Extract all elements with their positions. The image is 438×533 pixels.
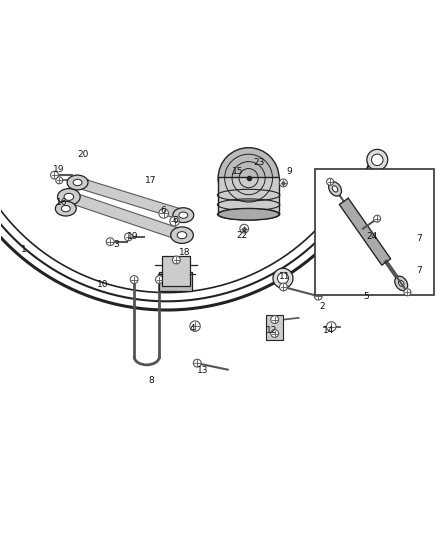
- Polygon shape: [67, 191, 184, 240]
- Circle shape: [404, 289, 411, 296]
- Ellipse shape: [67, 175, 88, 190]
- Circle shape: [374, 215, 381, 222]
- Circle shape: [190, 321, 200, 332]
- Text: 16: 16: [56, 198, 67, 207]
- Ellipse shape: [399, 280, 404, 286]
- Text: 23: 23: [253, 158, 265, 167]
- Circle shape: [124, 233, 132, 241]
- Circle shape: [159, 208, 169, 218]
- Text: 19: 19: [53, 165, 64, 174]
- Ellipse shape: [332, 186, 338, 192]
- Polygon shape: [339, 198, 391, 265]
- Ellipse shape: [61, 205, 70, 212]
- Circle shape: [106, 238, 114, 246]
- Ellipse shape: [218, 208, 279, 220]
- Text: 6: 6: [173, 216, 178, 225]
- Ellipse shape: [328, 182, 342, 196]
- Circle shape: [279, 179, 287, 187]
- Ellipse shape: [395, 276, 408, 290]
- Ellipse shape: [173, 208, 194, 223]
- Text: 14: 14: [323, 326, 334, 335]
- Text: 7: 7: [417, 233, 422, 243]
- Text: 19: 19: [127, 232, 138, 241]
- Bar: [315, 168, 434, 295]
- Text: 9: 9: [286, 167, 293, 176]
- Text: 24: 24: [367, 232, 378, 241]
- Circle shape: [50, 171, 58, 179]
- FancyBboxPatch shape: [266, 315, 283, 341]
- Circle shape: [218, 148, 279, 208]
- Ellipse shape: [64, 193, 74, 200]
- Text: 4: 4: [189, 324, 195, 333]
- Circle shape: [326, 322, 336, 332]
- Ellipse shape: [73, 180, 82, 185]
- Text: 7: 7: [417, 266, 422, 276]
- Ellipse shape: [57, 189, 80, 205]
- Text: 18: 18: [179, 248, 191, 257]
- Ellipse shape: [179, 212, 188, 219]
- Text: 17: 17: [145, 176, 156, 185]
- Circle shape: [271, 329, 279, 337]
- Text: 2: 2: [319, 302, 325, 311]
- Circle shape: [314, 292, 322, 300]
- Circle shape: [271, 316, 279, 324]
- Circle shape: [170, 216, 180, 226]
- Text: 6: 6: [160, 206, 166, 215]
- Text: 22: 22: [236, 231, 247, 240]
- Ellipse shape: [177, 232, 187, 239]
- Circle shape: [279, 283, 287, 291]
- Text: 11: 11: [279, 272, 291, 280]
- Circle shape: [155, 276, 163, 284]
- Text: 3: 3: [113, 240, 119, 249]
- Text: 10: 10: [97, 280, 108, 289]
- Circle shape: [56, 177, 63, 184]
- Circle shape: [240, 224, 249, 233]
- FancyBboxPatch shape: [159, 272, 192, 292]
- Circle shape: [327, 179, 334, 185]
- Circle shape: [277, 273, 289, 284]
- Ellipse shape: [55, 201, 76, 216]
- Circle shape: [371, 154, 383, 166]
- Text: 20: 20: [78, 150, 89, 159]
- Text: 15: 15: [232, 167, 243, 176]
- Circle shape: [367, 149, 388, 170]
- FancyBboxPatch shape: [218, 177, 279, 214]
- Text: 8: 8: [148, 376, 155, 385]
- Polygon shape: [76, 177, 185, 220]
- Circle shape: [273, 268, 293, 288]
- Circle shape: [130, 276, 138, 284]
- FancyBboxPatch shape: [162, 256, 190, 286]
- Circle shape: [193, 359, 201, 367]
- Text: 13: 13: [197, 366, 208, 375]
- Text: 12: 12: [266, 326, 278, 335]
- Circle shape: [173, 256, 180, 264]
- Ellipse shape: [171, 227, 193, 244]
- Text: 1: 1: [21, 246, 27, 254]
- Text: 5: 5: [363, 292, 369, 301]
